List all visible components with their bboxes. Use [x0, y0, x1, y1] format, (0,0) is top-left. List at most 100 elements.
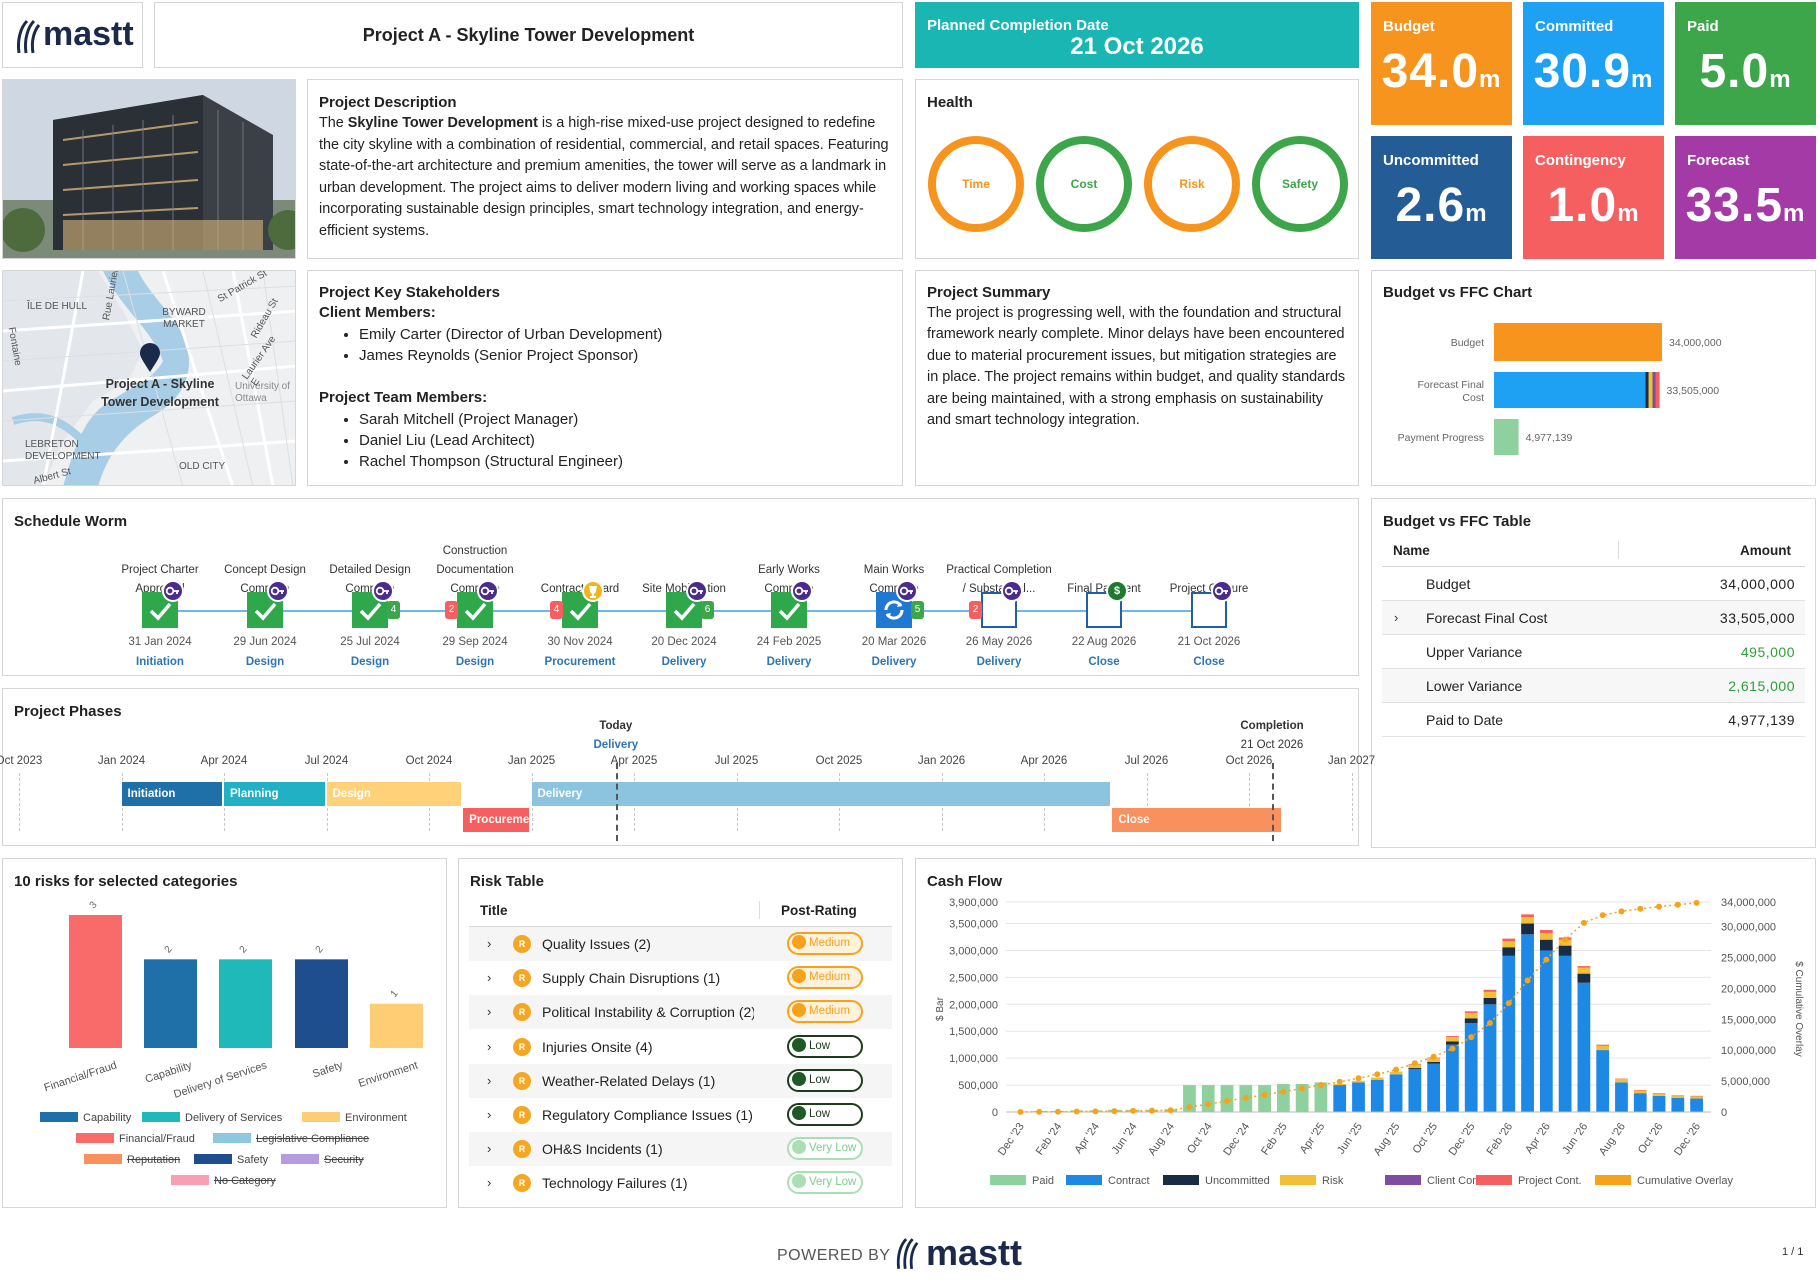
cf-bar-segment[interactable]	[1652, 1093, 1666, 1094]
cf-cumulative-point[interactable]	[1092, 1108, 1099, 1115]
cf-bar-segment[interactable]	[1314, 1082, 1328, 1112]
cf-cumulative-point[interactable]	[1374, 1071, 1381, 1078]
cf-cumulative-point[interactable]	[1524, 977, 1531, 984]
cf-cumulative-point[interactable]	[1148, 1107, 1155, 1114]
milestone-done-icon[interactable]	[562, 592, 598, 628]
cf-legend-label[interactable]: Uncommitted	[1205, 1175, 1270, 1187]
cf-bar-segment[interactable]	[1521, 917, 1534, 924]
key-icon[interactable]	[372, 580, 394, 602]
chevron-right-icon[interactable]: ›	[1394, 610, 1399, 625]
cf-bar-segment[interactable]	[1577, 982, 1591, 1112]
cf-bar-segment[interactable]	[1577, 973, 1591, 983]
cf-legend-swatch[interactable]	[1595, 1175, 1631, 1185]
risk-count-badge[interactable]: 2	[445, 601, 458, 619]
risk-table-row[interactable]: › R Quality Issues (2) Medium	[469, 927, 892, 961]
cf-bar-segment[interactable]	[1427, 1061, 1441, 1064]
cf-cumulative-point[interactable]	[1186, 1104, 1193, 1111]
cf-cumulative-point[interactable]	[1618, 908, 1625, 915]
cf-legend-label[interactable]: Project Cont.	[1518, 1175, 1582, 1187]
cf-bar-segment[interactable]	[1690, 1096, 1703, 1099]
key-icon[interactable]	[791, 580, 813, 602]
cf-bar-segment[interactable]	[1652, 1095, 1666, 1112]
cf-legend-swatch[interactable]	[1163, 1175, 1199, 1185]
task-count-badge[interactable]: 5	[911, 601, 924, 619]
risk-legend-item[interactable]: Capability	[40, 1112, 131, 1124]
cf-cumulative-point[interactable]	[1580, 919, 1587, 926]
cf-cumulative-point[interactable]	[1242, 1094, 1249, 1101]
risk-table-row[interactable]: › R Political Instability & Corruption (2)…	[469, 995, 892, 1030]
risk-col-title[interactable]: Title	[480, 903, 508, 918]
cf-bar-segment[interactable]	[1690, 1095, 1703, 1097]
chevron-right-icon[interactable]: ›	[487, 936, 492, 951]
cf-cumulative-point[interactable]	[1073, 1108, 1080, 1115]
cf-bar-segment[interactable]	[1408, 1068, 1422, 1112]
cf-bar-segment[interactable]	[1671, 1098, 1685, 1112]
cf-bar-segment[interactable]	[1633, 1089, 1647, 1091]
phase-bar-close[interactable]: Close	[1112, 808, 1282, 832]
cf-bar-segment[interactable]	[1633, 1090, 1647, 1094]
cf-bar-segment[interactable]	[1258, 1085, 1271, 1112]
cf-legend-swatch[interactable]	[1280, 1175, 1316, 1185]
cf-cumulative-point[interactable]	[1656, 903, 1663, 910]
trophy-icon[interactable]	[582, 580, 604, 602]
cf-bar-segment[interactable]	[1483, 991, 1497, 998]
chevron-right-icon[interactable]: ›	[487, 1038, 492, 1054]
bvf-col-name[interactable]: Name	[1393, 543, 1430, 558]
cf-bar-segment[interactable]	[1295, 1084, 1309, 1112]
phase-bar-procureme[interactable]: Procureme	[463, 808, 530, 832]
cf-cumulative-point[interactable]	[1299, 1085, 1306, 1092]
key-icon[interactable]	[896, 580, 918, 602]
cf-bar-segment[interactable]	[1558, 945, 1572, 956]
cf-bar-segment[interactable]	[1502, 938, 1516, 942]
cf-legend-label[interactable]: Cumulative Overlay	[1637, 1175, 1733, 1187]
risk-category-bar[interactable]	[144, 959, 197, 1048]
cf-cumulative-point[interactable]	[1224, 1098, 1231, 1105]
cf-bar-segment[interactable]	[1370, 1079, 1384, 1112]
cf-cumulative-point[interactable]	[1599, 912, 1606, 919]
cf-bar-segment[interactable]	[1446, 1036, 1459, 1038]
map-pin-icon[interactable]	[139, 343, 161, 373]
risk-legend-item[interactable]: Safety	[194, 1154, 268, 1166]
bvf-bar[interactable]	[1494, 372, 1660, 408]
cf-cumulative-point[interactable]	[1336, 1078, 1343, 1085]
risk-table-row[interactable]: › R OH&S Incidents (1) Very Low	[469, 1132, 892, 1167]
cf-bar-segment[interactable]	[1577, 966, 1591, 968]
cf-bar-segment[interactable]	[1464, 1012, 1478, 1019]
task-count-badge[interactable]: 4	[387, 601, 400, 619]
risk-category-bar[interactable]	[295, 959, 348, 1048]
risk-table-row[interactable]: › R Regulatory Compliance Issues (1) Low	[469, 1098, 892, 1132]
risk-count-badge[interactable]: 4	[550, 601, 563, 619]
cf-bar-segment[interactable]	[1577, 967, 1591, 974]
cf-cumulative-point[interactable]	[1468, 1034, 1475, 1041]
cf-bar-segment[interactable]	[1596, 1050, 1610, 1112]
cf-bar-segment[interactable]	[1671, 1095, 1685, 1096]
cf-bar-segment[interactable]	[1408, 1067, 1422, 1069]
health-cost-ring[interactable]: Cost	[1036, 136, 1132, 232]
cf-legend-label[interactable]: Contract	[1108, 1175, 1150, 1187]
chevron-right-icon[interactable]: ›	[487, 1004, 492, 1020]
cf-cumulative-point[interactable]	[1280, 1088, 1287, 1095]
cf-bar-segment[interactable]	[1483, 989, 1497, 992]
cf-bar-segment[interactable]	[1502, 947, 1516, 956]
cf-legend-swatch[interactable]	[1476, 1175, 1512, 1185]
cf-cumulative-point[interactable]	[1411, 1060, 1418, 1067]
key-icon[interactable]	[162, 580, 184, 602]
cf-cumulative-point[interactable]	[1637, 905, 1644, 912]
project-map[interactable]: ÎLE DE HULL BYWARD MARKET LEBRETON DEVEL…	[2, 270, 296, 486]
phase-bar-delivery[interactable]: Delivery	[531, 782, 1111, 806]
key-icon[interactable]	[477, 580, 499, 602]
phase-bar-initiation[interactable]: Initiation	[121, 782, 222, 806]
cf-cumulative-point[interactable]	[1261, 1091, 1268, 1098]
cf-bar-segment[interactable]	[1446, 1044, 1459, 1112]
risk-count-badge[interactable]: 2	[969, 601, 982, 619]
risk-legend-item[interactable]: Reputation	[84, 1154, 180, 1166]
risk-category-bar[interactable]	[370, 1003, 423, 1048]
cf-legend-label[interactable]: Client Cont.	[1427, 1175, 1484, 1187]
cf-cumulative-point[interactable]	[1167, 1107, 1174, 1114]
key-icon[interactable]	[686, 580, 708, 602]
cf-legend-swatch[interactable]	[990, 1175, 1026, 1185]
cf-bar-segment[interactable]	[1389, 1074, 1403, 1112]
cf-cumulative-point[interactable]	[1017, 1108, 1024, 1115]
cf-bar-segment[interactable]	[1427, 1063, 1441, 1112]
chevron-right-icon[interactable]: ›	[487, 1175, 492, 1191]
